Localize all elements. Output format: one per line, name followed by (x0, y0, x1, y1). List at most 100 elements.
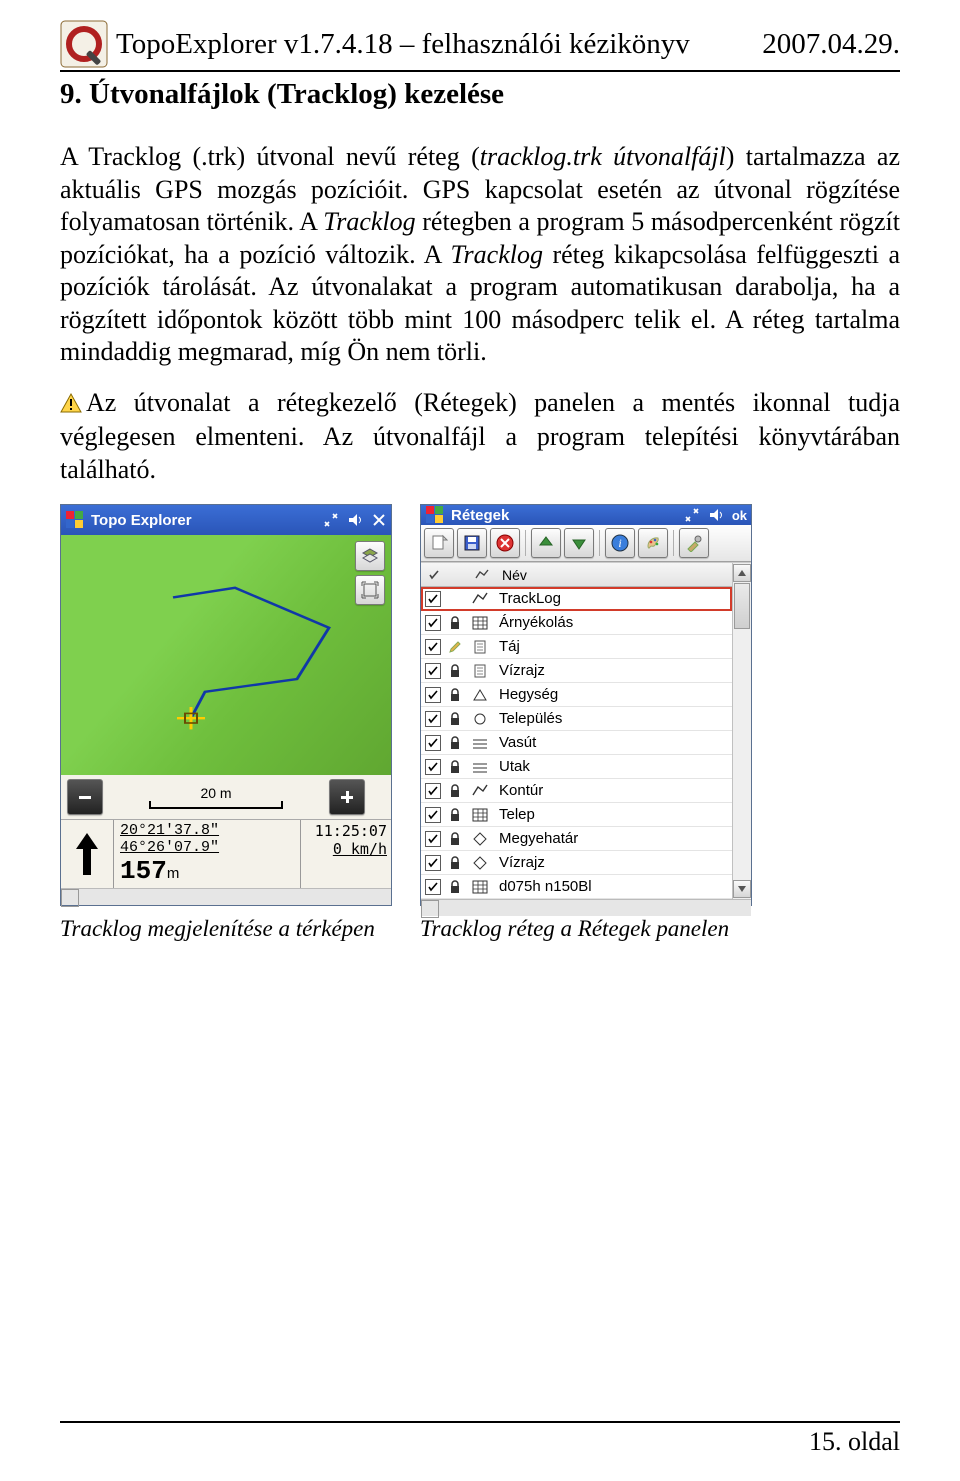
lock-icon (446, 616, 464, 630)
elev-unit: m (167, 865, 180, 882)
move-up-button[interactable] (531, 528, 561, 558)
titlebar: Topo Explorer (61, 505, 391, 535)
lock-icon (446, 664, 464, 678)
layers-title: Rétegek (451, 507, 678, 524)
layer-type-icon (469, 712, 491, 726)
layer-type-icon (469, 856, 491, 870)
delete-layer-button[interactable] (490, 528, 520, 558)
visibility-checkbox[interactable] (425, 831, 441, 847)
info-button[interactable]: i (605, 528, 635, 558)
move-down-button[interactable] (564, 528, 594, 558)
layer-row[interactable]: Telep (421, 803, 732, 827)
layer-row[interactable]: Település (421, 707, 732, 731)
visibility-checkbox[interactable] (425, 879, 441, 895)
app-logo-icon (60, 20, 108, 68)
lock-icon (446, 856, 464, 870)
visibility-checkbox[interactable] (425, 783, 441, 799)
scale-bar: 20 m (149, 785, 283, 809)
p1-i1: tracklog.trk útvonalfájl (480, 142, 726, 171)
sip-icon[interactable] (61, 889, 79, 907)
scroll-up-button[interactable] (733, 564, 751, 582)
layers-list: Név TrackLog Árnyékolás Táj Vízrajz Hegység T… (421, 563, 732, 899)
heading-arrow-icon (61, 820, 114, 888)
layer-name: Utak (496, 758, 732, 775)
connectivity-icon[interactable] (323, 512, 339, 528)
new-layer-button[interactable] (424, 528, 454, 558)
zoom-extent-button[interactable] (355, 575, 385, 605)
layer-row[interactable]: Vízrajz (421, 851, 732, 875)
visibility-checkbox[interactable] (425, 615, 441, 631)
caption-right: Tracklog réteg a Rétegek panelen (420, 916, 752, 942)
col-visible-icon[interactable] (425, 569, 443, 581)
body-paragraph-1: A Tracklog (.trk) útvonal nevű réteg (tr… (60, 141, 900, 369)
visibility-checkbox[interactable] (425, 687, 441, 703)
layer-name: Telep (496, 806, 732, 823)
col-name-header[interactable]: Név (498, 567, 732, 583)
visibility-checkbox[interactable] (425, 807, 441, 823)
layer-row[interactable]: Árnyékolás (421, 611, 732, 635)
layers-window: Rétegek ok i (420, 504, 752, 906)
scroll-down-button[interactable] (733, 880, 751, 898)
ok-button[interactable]: ok (732, 508, 747, 523)
layer-row[interactable]: Vasút (421, 731, 732, 755)
col-type-icon[interactable] (471, 569, 493, 581)
start-icon[interactable] (65, 510, 85, 530)
save-layer-button[interactable] (457, 528, 487, 558)
warning-paragraph: Az útvonalat a rétegkezelő (Rétegek) pan… (60, 387, 900, 487)
layer-row[interactable]: TrackLog (421, 587, 732, 611)
layer-name: Hegység (496, 686, 732, 703)
connectivity-icon[interactable] (684, 507, 700, 523)
layer-row[interactable]: Táj (421, 635, 732, 659)
layer-row[interactable]: d075h n150Bl (421, 875, 732, 899)
layer-type-icon (469, 640, 491, 654)
layer-row[interactable]: Hegység (421, 683, 732, 707)
screenshots-row: Topo Explorer (60, 504, 900, 942)
layer-row[interactable]: Kontúr (421, 779, 732, 803)
layer-name: Táj (496, 638, 732, 655)
start-icon[interactable] (425, 505, 445, 525)
header-title: TopoExplorer v1.7.4.18 – felhasználói ké… (116, 28, 762, 61)
elev-value: 157 (120, 856, 167, 886)
lock-icon (446, 688, 464, 702)
layer-row[interactable]: Vízrajz (421, 659, 732, 683)
layer-type-icon (469, 736, 491, 750)
lock-icon (446, 760, 464, 774)
visibility-checkbox[interactable] (425, 639, 441, 655)
layer-type-icon (469, 664, 491, 678)
zoom-out-button[interactable] (67, 779, 103, 815)
section-heading: 9. Útvonalfájlok (Tracklog) kezelése (60, 78, 900, 111)
layer-row[interactable]: Megyehatár (421, 827, 732, 851)
lock-icon (446, 808, 464, 822)
visibility-checkbox[interactable] (425, 735, 441, 751)
volume-icon[interactable] (347, 512, 363, 528)
layer-type-icon (469, 760, 491, 774)
layer-row[interactable]: Utak (421, 755, 732, 779)
layer-name: Árnyékolás (496, 614, 732, 631)
layer-type-icon (469, 880, 491, 894)
layers-button[interactable] (355, 541, 385, 571)
caption-left: Tracklog megjelenítése a térképen (60, 916, 392, 942)
map-canvas[interactable] (61, 535, 391, 775)
visibility-checkbox[interactable] (425, 711, 441, 727)
topoexplorer-window: Topo Explorer (60, 504, 392, 906)
visibility-checkbox[interactable] (425, 591, 441, 607)
visibility-checkbox[interactable] (425, 855, 441, 871)
map-status-area: 20 m 20°21'37.8" 46°26'07.9" (61, 775, 391, 905)
scroll-thumb[interactable] (734, 583, 750, 629)
layers-scrollbar[interactable] (732, 563, 751, 899)
visibility-checkbox[interactable] (425, 759, 441, 775)
lock-icon (446, 784, 464, 798)
style-button[interactable] (638, 528, 668, 558)
page-footer: 15. oldal (60, 1421, 900, 1457)
tools-button[interactable] (679, 528, 709, 558)
layer-name: d075h n150Bl (496, 878, 732, 895)
layers-titlebar: Rétegek ok (421, 505, 751, 525)
layer-name: Vasút (496, 734, 732, 751)
zoom-in-button[interactable] (329, 779, 365, 815)
close-icon[interactable] (371, 512, 387, 528)
layer-name: TrackLog (496, 590, 732, 607)
scale-label: 20 m (200, 785, 231, 801)
visibility-checkbox[interactable] (425, 663, 441, 679)
p1-i2: Tracklog (323, 207, 415, 236)
volume-icon[interactable] (708, 507, 724, 523)
